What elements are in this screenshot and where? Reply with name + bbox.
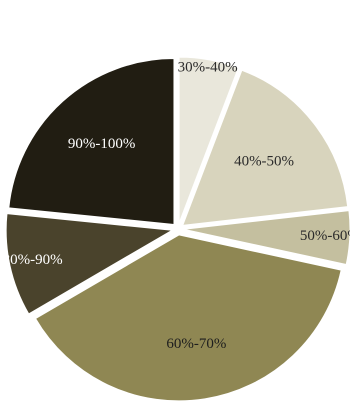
pie-slice-label: 60%-70%: [166, 336, 226, 352]
pie-slices: [5, 56, 350, 402]
pie-slice-60%-70%: [34, 234, 342, 402]
pie-slice-label: 30%-40%: [178, 59, 238, 75]
pie-slice-label: 40%-50%: [234, 154, 294, 170]
pie-slice-30%-40%: [178, 56, 239, 224]
pie-slice-90%-100%: [8, 58, 175, 226]
pie-slice-label: 90%-100%: [68, 136, 136, 152]
pie-slice-label: 50%-60%: [300, 228, 350, 244]
pie-labels: 30%-40% 40%-50% 50%-60% 60%-70% 80%-90% 90%-1…: [3, 59, 350, 352]
pie-slice-label: 80%-90%: [3, 252, 63, 268]
pie-slice-80%-90%: [5, 213, 174, 315]
pie-slice-40%-50%: [181, 69, 349, 226]
